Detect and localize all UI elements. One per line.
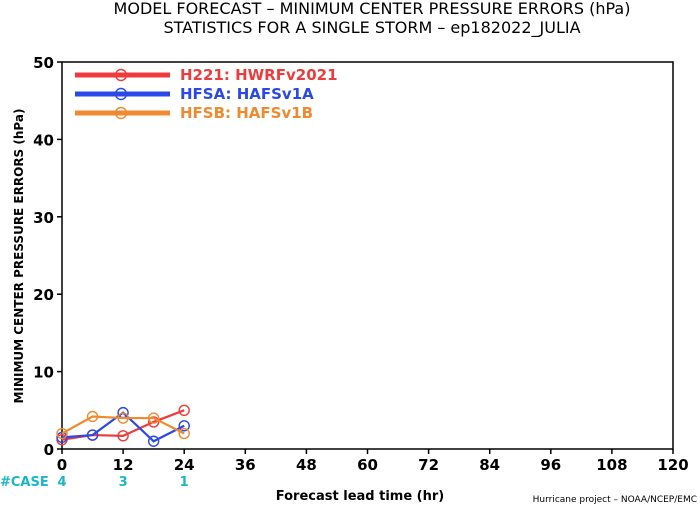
case-label: #CASE — [0, 475, 49, 490]
legend-item: H221: HWRFv2021 — [75, 66, 338, 84]
chart-title-line2: STATISTICS FOR A SINGLE STORM – ep182022… — [163, 18, 580, 38]
data-point — [147, 416, 160, 428]
data-point — [117, 412, 129, 424]
series-line — [61, 415, 185, 435]
x-tick-label: 60 — [357, 456, 378, 474]
series-layer — [56, 404, 190, 447]
chart-title-line1: MODEL FORECAST – MINIMUM CENTER PRESSURE… — [114, 0, 631, 18]
x-tick-label: 24 — [174, 456, 195, 474]
legend-label: HFSA: HAFSv1A — [180, 85, 314, 103]
x-tick-label: 36 — [235, 456, 256, 474]
y-axis-label: MINIMUM CENTER PRESSURE ERRORS (hPa) — [12, 109, 26, 404]
x-tick-label: 120 — [657, 456, 688, 474]
data-point — [178, 404, 190, 416]
data-point — [147, 435, 160, 447]
y-tick-label: 40 — [33, 131, 54, 149]
x-tick-label: 96 — [540, 456, 561, 474]
series-2 — [56, 410, 190, 440]
x-tick-label: 0 — [57, 456, 67, 474]
legend-marker — [114, 68, 128, 82]
data-point — [86, 410, 99, 423]
data-point — [147, 412, 160, 424]
data-point — [178, 420, 190, 432]
x-tick-label: 48 — [296, 456, 317, 474]
x-tick-label: 108 — [596, 456, 627, 474]
legend-label: HFSB: HAFSv1B — [180, 104, 313, 122]
axis-ticks: 0 10 20 30 40 50 0 12 24 36 48 60 72 84 96 108 120 — [33, 54, 689, 474]
legend-item: HFSB: HAFSv1B — [75, 104, 313, 122]
y-tick-label: 20 — [33, 286, 54, 304]
x-tick-label: 12 — [113, 456, 134, 474]
y-tick-label: 30 — [33, 209, 54, 227]
data-point — [86, 429, 99, 441]
x-tick-label: 84 — [479, 456, 500, 474]
legend-label: H221: HWRFv2021 — [180, 66, 338, 84]
credit-text: Hurricane project – NOAA/NCEP/EMC — [533, 495, 697, 505]
legend-marker — [114, 87, 128, 101]
y-tick-label: 0 — [44, 441, 54, 459]
legend-marker — [114, 106, 128, 120]
data-point — [117, 430, 129, 442]
case-row: #CASE 4 3 1 — [0, 475, 189, 490]
plot-frame — [61, 61, 674, 450]
x-tick-label: 72 — [418, 456, 439, 474]
data-point — [56, 427, 68, 440]
case-count: 1 — [180, 475, 189, 490]
data-point — [178, 427, 190, 440]
y-tick-label: 10 — [33, 364, 54, 382]
case-count: 4 — [57, 475, 66, 490]
legend-item: HFSA: HAFSv1A — [75, 85, 314, 103]
case-count: 3 — [119, 475, 128, 490]
y-tick-label: 50 — [33, 54, 54, 72]
x-axis-label: Forecast lead time (hr) — [276, 489, 444, 504]
